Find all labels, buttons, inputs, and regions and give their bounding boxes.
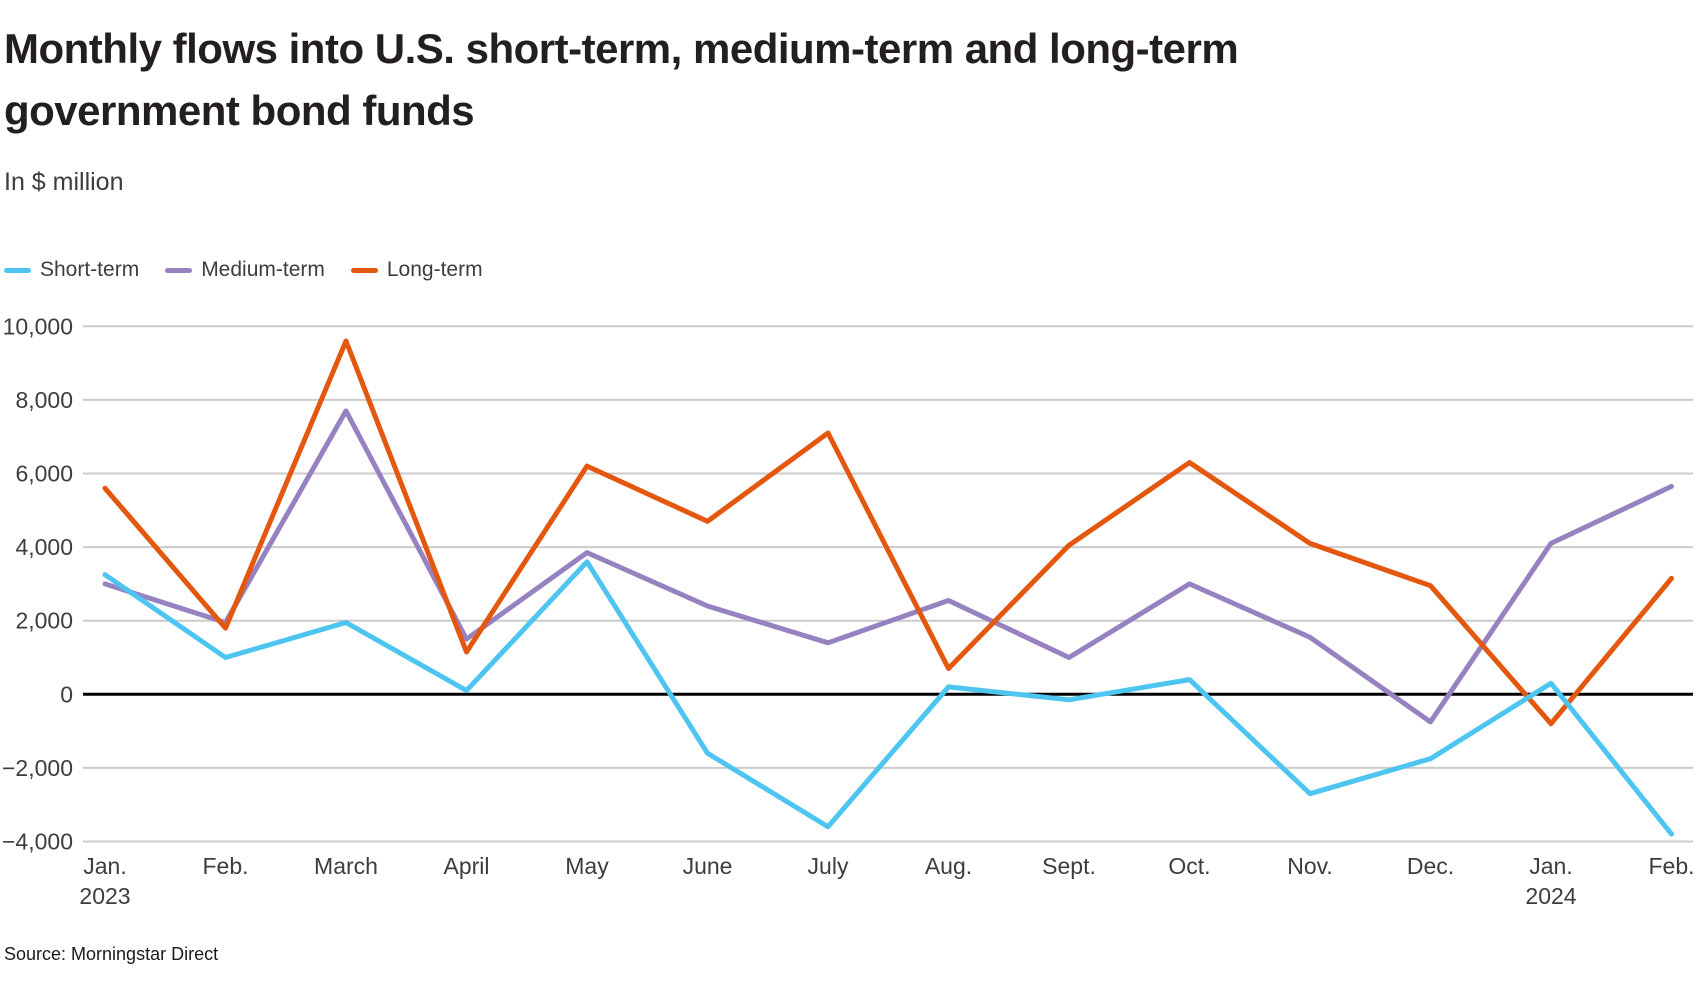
x-tick-label-1: Feb. xyxy=(202,853,248,879)
legend-label-long-term: Long-term xyxy=(386,258,483,281)
long-term-line-swatch xyxy=(350,267,378,273)
x-tick-label-2: March xyxy=(314,853,378,879)
y-tick-label-2000: 2,000 xyxy=(15,608,73,634)
x-tick-sublabel-0: 2023 xyxy=(79,883,130,909)
y-tick-label-6000: 6,000 xyxy=(15,461,73,487)
x-tick-label-3: April xyxy=(443,853,489,879)
x-tick-label-9: Oct. xyxy=(1168,853,1210,879)
x-tick-label-6: July xyxy=(808,853,849,879)
y-tick-label-8000: 8,000 xyxy=(15,387,73,413)
x-tick-label-8: Sept. xyxy=(1042,853,1096,879)
x-tick-sublabel-12: 2024 xyxy=(1525,883,1576,909)
series-line-long-term xyxy=(102,338,1674,727)
x-tick-label-13: Feb. xyxy=(1648,853,1694,879)
legend-item-short-term: Short-term xyxy=(4,258,139,282)
legend-label-medium-term: Medium-term xyxy=(201,258,325,281)
short-term-line-swatch xyxy=(4,267,31,273)
chart-title: Monthly flows into U.S. short-term, medi… xyxy=(4,18,1239,142)
series-line-medium-term xyxy=(102,408,1674,725)
legend-label-short-term: Short-term xyxy=(40,258,140,281)
x-tick-label-12: Jan. xyxy=(1529,853,1572,879)
source-note: Source: Morningstar Direct xyxy=(4,944,219,964)
x-tick-label-7: Aug. xyxy=(925,853,972,879)
legend-item-long-term: Long-term xyxy=(350,258,483,282)
x-tick-label-11: Dec. xyxy=(1407,853,1454,879)
chart-title-line-1: Monthly flows into U.S. short-term, medi… xyxy=(4,25,1239,72)
y-tick-label-4000: 4,000 xyxy=(15,534,73,560)
x-tick-label-5: June xyxy=(683,853,733,879)
x-tick-label-10: Nov. xyxy=(1287,853,1333,879)
y-tick-label-10000: 10,000 xyxy=(3,313,73,339)
x-tick-label-0: Jan. xyxy=(83,853,126,879)
legend-item-medium-term: Medium-term xyxy=(165,258,325,282)
series-line-short-term xyxy=(102,559,1674,837)
y-tick-label-0: 0 xyxy=(60,681,73,707)
chart-subtitle: In $ million xyxy=(4,168,124,196)
y-tick-label--2000: −2,000 xyxy=(2,755,73,781)
y-tick-label--4000: −4,000 xyxy=(2,829,73,855)
x-tick-label-4: May xyxy=(565,853,609,879)
chart-title-line-2: government bond funds xyxy=(4,87,475,134)
medium-term-line-swatch xyxy=(165,267,193,273)
chart-legend: Short-term Medium-term Long-term xyxy=(4,258,483,282)
